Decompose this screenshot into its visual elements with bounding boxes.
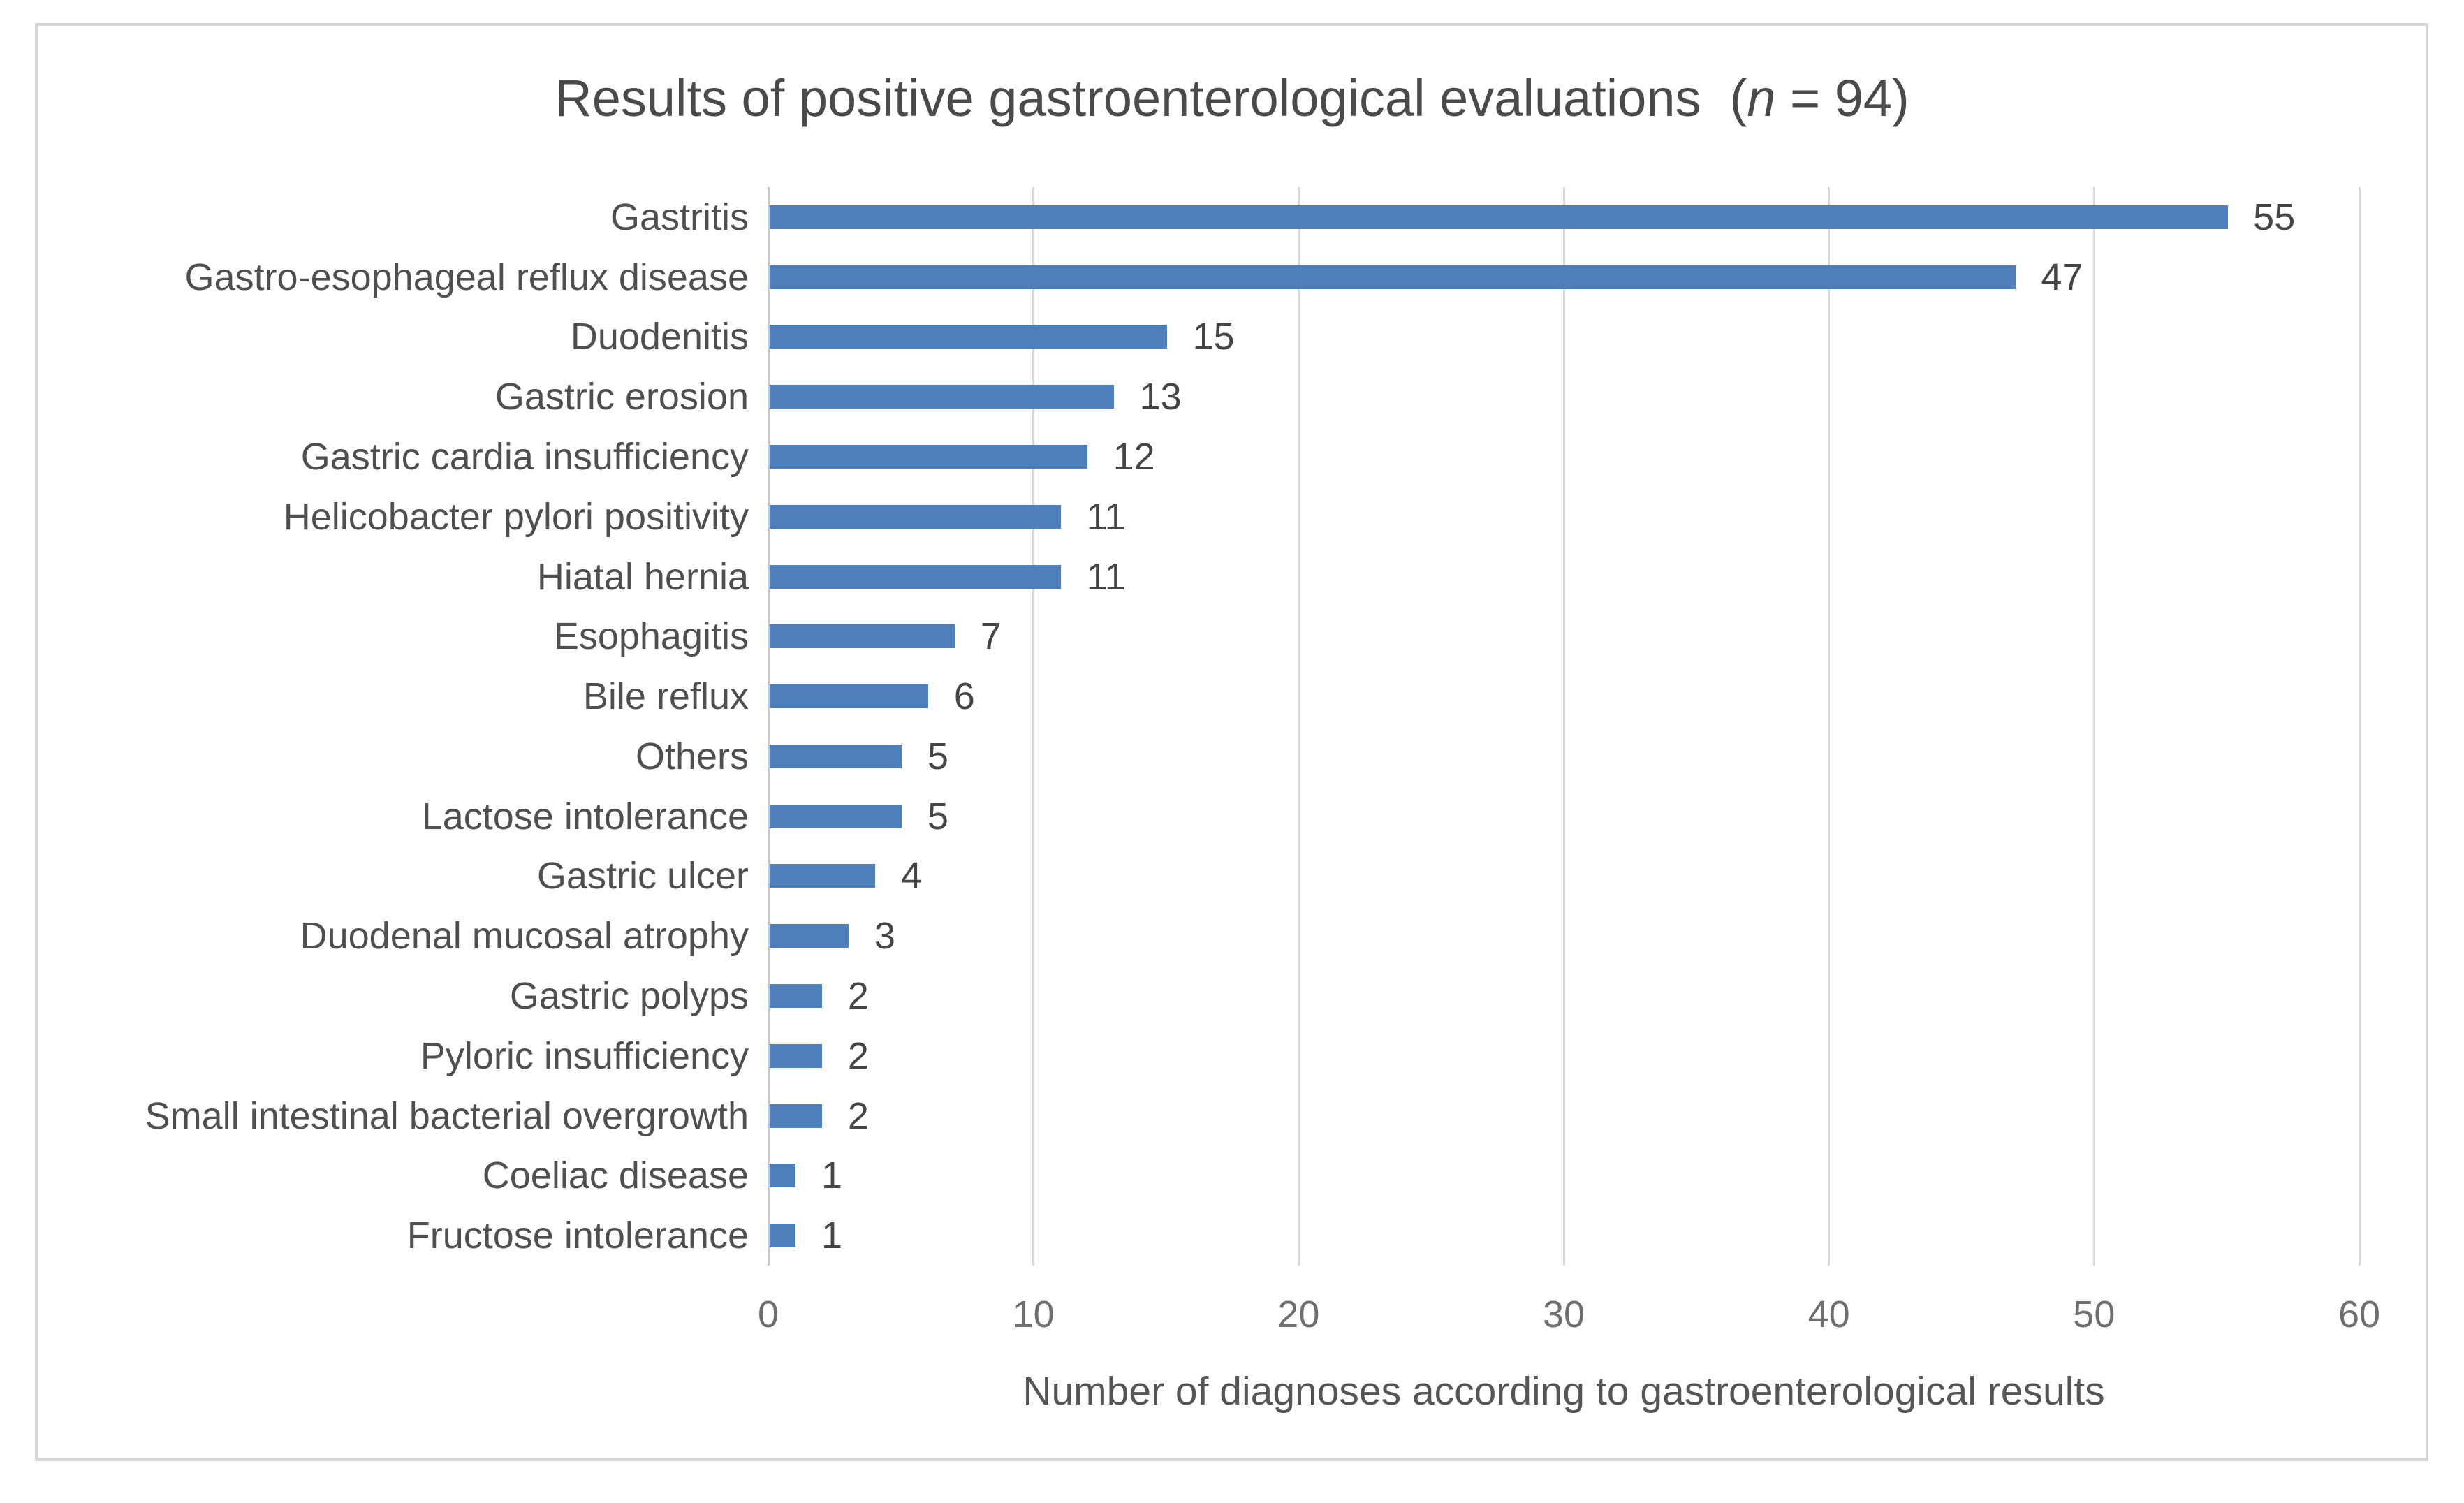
category-label: Hiatal hernia xyxy=(536,555,749,598)
gridline-40 xyxy=(1828,187,1831,1266)
bar xyxy=(769,804,902,828)
bar xyxy=(769,265,2016,289)
x-axis-title: Number of diagnoses according to gastroe… xyxy=(1022,1369,2105,1414)
bar xyxy=(769,1043,823,1068)
category-label: Helicobacter pylori positivity xyxy=(283,495,749,538)
category-label: Gastric polyps xyxy=(509,975,749,1017)
value-label: 5 xyxy=(927,735,948,777)
category-label: Gastric erosion xyxy=(494,376,749,418)
gridline-10 xyxy=(1032,187,1035,1266)
category-label: Fructose intolerance xyxy=(406,1215,749,1257)
category-label: Lactose intolerance xyxy=(421,795,749,837)
category-label: Gastric cardia insufficiency xyxy=(300,436,749,478)
value-label: 1 xyxy=(821,1154,842,1197)
category-label: Others xyxy=(635,735,749,777)
bar xyxy=(769,564,1062,589)
bar xyxy=(769,385,1115,409)
category-label: Duodenal mucosal atrophy xyxy=(300,915,749,958)
category-label: Coeliac disease xyxy=(482,1154,749,1197)
category-label: Small intestinal bacterial overgrowth xyxy=(145,1094,749,1137)
category-label: Gastritis xyxy=(610,196,749,238)
x-tick-50: 50 xyxy=(2073,1293,2115,1335)
value-label: 2 xyxy=(847,1034,869,1077)
bar xyxy=(769,624,955,649)
value-label: 15 xyxy=(1192,316,1235,358)
bar xyxy=(769,1224,796,1248)
bar xyxy=(769,325,1167,349)
value-label: 13 xyxy=(1139,376,1182,418)
category-label: Pyloric insufficiency xyxy=(420,1034,749,1077)
value-label: 12 xyxy=(1113,436,1155,478)
gridline-30 xyxy=(1562,187,1565,1266)
category-label: Gastro-esophageal reflux disease xyxy=(184,256,749,298)
value-label: 1 xyxy=(821,1215,842,1257)
x-tick-0: 0 xyxy=(757,1293,779,1335)
category-label: Duodenitis xyxy=(570,316,749,358)
category-label: Esophagitis xyxy=(553,615,749,658)
chart-title-n: n xyxy=(1747,69,1776,127)
chart-title-prefix: Results of positive gastroenterological … xyxy=(555,69,1747,127)
gridline-60 xyxy=(2358,187,2361,1266)
category-label: Gastric ulcer xyxy=(536,855,749,897)
gridline-20 xyxy=(1297,187,1300,1266)
value-label: 55 xyxy=(2253,196,2296,238)
bar xyxy=(769,924,849,948)
bar xyxy=(769,205,2228,229)
chart-title-suffix: = 94) xyxy=(1775,69,1909,127)
value-label: 5 xyxy=(927,795,948,837)
value-label: 11 xyxy=(1086,555,1126,598)
value-label: 7 xyxy=(980,615,1002,658)
x-tick-60: 60 xyxy=(2338,1293,2381,1335)
value-label: 47 xyxy=(2041,256,2083,298)
bar xyxy=(769,504,1062,529)
bar xyxy=(769,984,823,1008)
x-tick-10: 10 xyxy=(1012,1293,1055,1335)
bar xyxy=(769,1104,823,1128)
x-tick-20: 20 xyxy=(1277,1293,1320,1335)
bar xyxy=(769,684,929,709)
value-label: 11 xyxy=(1086,495,1126,538)
gridline-50 xyxy=(2092,187,2095,1266)
value-label: 6 xyxy=(953,675,975,718)
bar xyxy=(769,1164,796,1188)
value-label: 2 xyxy=(847,1094,869,1137)
value-label: 2 xyxy=(847,975,869,1017)
value-label: 3 xyxy=(874,915,895,958)
category-label: Bile reflux xyxy=(582,675,749,718)
bar xyxy=(769,864,876,888)
value-label: 4 xyxy=(900,855,922,897)
bar xyxy=(769,445,1088,469)
x-tick-40: 40 xyxy=(1807,1293,1850,1335)
x-tick-30: 30 xyxy=(1542,1293,1585,1335)
bar xyxy=(769,744,902,768)
category-axis-line xyxy=(767,187,770,1266)
chart-title: Results of positive gastroenterological … xyxy=(0,68,2464,128)
chart-border-frame xyxy=(35,23,2428,1461)
